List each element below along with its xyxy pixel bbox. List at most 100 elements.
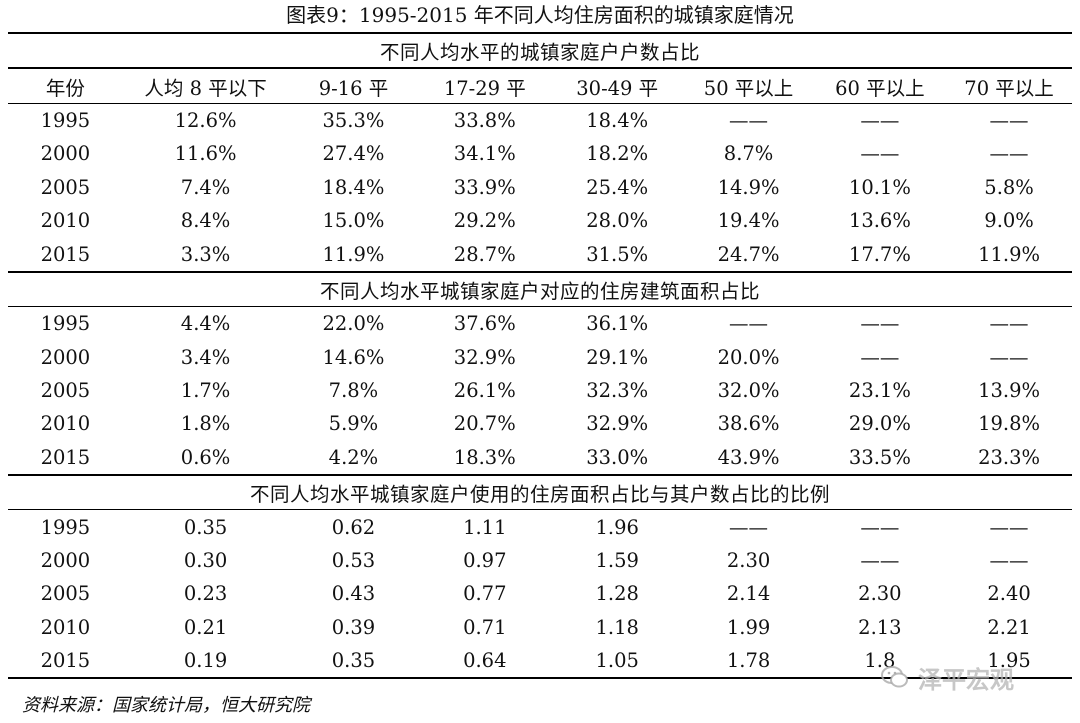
year-cell: 2000 <box>40 142 91 166</box>
value-cell: —— <box>729 515 769 539</box>
column-header: 50 平以上 <box>683 67 814 104</box>
value-cell: —— <box>989 142 1029 166</box>
column-header: 30-49 平 <box>551 67 684 104</box>
table-row: 2000 11.6% 27.4% 34.1% 18.2% 8.7% —— —— <box>8 137 1072 170</box>
value-cell: 38.6% <box>717 412 780 436</box>
section-heading-row: 不同人均水平的城镇家庭户户数占比 <box>8 31 1072 69</box>
value-cell: —— <box>989 345 1029 369</box>
value-cell: 1.8% <box>180 412 231 436</box>
value-cell: —— <box>989 312 1029 336</box>
year-cell: 1995 <box>40 312 91 336</box>
value-cell: 11.9% <box>322 242 385 266</box>
value-cell: 1.18 <box>595 615 639 639</box>
value-cell: 0.35 <box>288 644 419 680</box>
value-cell: 29.1% <box>586 345 649 369</box>
value-cell: 1.78 <box>683 644 814 680</box>
table-row: 2010 0.21 0.39 0.71 1.18 1.99 2.13 2.21 <box>8 611 1072 644</box>
value-cell: 0.6% <box>180 445 231 469</box>
column-header: 70 平以上 <box>946 67 1072 104</box>
value-cell: 8.7% <box>723 142 774 166</box>
value-cell: 8.4% <box>180 209 231 233</box>
year-cell: 1995 <box>40 108 91 132</box>
watermark-text: 泽平宏观 <box>918 665 1014 694</box>
table-row: 2005 1.7% 7.8% 26.1% 32.3% 32.0% 23.1% 13.9% <box>8 374 1072 407</box>
value-cell: 1.7% <box>180 379 231 403</box>
value-cell: 0.43 <box>331 582 376 606</box>
year-cell: 2015 <box>40 445 91 469</box>
table-row: 2015 0.6% 4.2% 18.3% 33.0% 43.9% 33.5% 23.3% <box>8 441 1072 475</box>
table-row: 2015 3.3% 11.9% 28.7% 31.5% 24.7% 17.7% 11.9% <box>8 237 1072 271</box>
value-cell: 0.39 <box>331 615 376 639</box>
value-cell: 33.0% <box>586 445 649 469</box>
value-cell: 1.05 <box>551 644 684 680</box>
value-cell: —— <box>729 108 769 132</box>
value-cell: 2.40 <box>987 582 1031 606</box>
value-cell: —— <box>989 108 1029 132</box>
value-cell: 24.7% <box>717 242 780 266</box>
value-cell: 1.96 <box>595 515 639 539</box>
value-cell: 7.8% <box>328 379 379 403</box>
value-cell: 37.6% <box>453 312 516 336</box>
value-cell: —— <box>860 142 900 166</box>
year-cell: 2005 <box>40 582 91 606</box>
value-cell: —— <box>989 549 1029 573</box>
value-cell: 2.14 <box>726 582 771 606</box>
value-cell: 29.2% <box>453 209 516 233</box>
column-header: 17-29 平 <box>418 67 551 104</box>
value-cell: 0.23 <box>183 582 228 606</box>
table-row: 1995 0.35 0.62 1.11 1.96 —— —— —— <box>8 510 1072 544</box>
value-cell: 0.77 <box>463 582 507 606</box>
value-cell: 19.8% <box>978 412 1041 436</box>
value-cell: 3.3% <box>180 242 231 266</box>
year-cell: 2000 <box>40 549 91 573</box>
value-cell: 18.2% <box>586 142 649 166</box>
year-cell: 2005 <box>40 379 91 403</box>
source-note: 资料来源：国家统计局，恒大研究院 <box>22 695 310 716</box>
value-cell: —— <box>989 515 1029 539</box>
value-cell: 23.3% <box>978 445 1041 469</box>
column-header: 9-16 平 <box>288 67 419 104</box>
value-cell: 12.6% <box>174 108 237 132</box>
year-cell: 2015 <box>40 242 91 266</box>
year-cell: 2010 <box>40 412 91 436</box>
value-cell: —— <box>860 515 900 539</box>
value-cell: —— <box>860 108 900 132</box>
value-cell: 35.3% <box>322 108 385 132</box>
value-cell: 23.1% <box>848 379 911 403</box>
value-cell: 17.7% <box>848 242 911 266</box>
value-cell: 27.4% <box>322 142 385 166</box>
section-heading: 不同人均水平的城镇家庭户户数占比 <box>8 31 1072 69</box>
section-heading: 不同人均水平城镇家庭户对应的住房建筑面积占比 <box>8 270 1072 308</box>
column-header-row: 年份 人均 8 平以下 9-16 平 17-29 平 30-49 平 50 平以上 60 平… <box>8 67 1072 104</box>
year-cell: 2005 <box>40 175 91 199</box>
table-row: 2015 0.19 0.35 0.64 1.05 1.78 1.8 1.95 <box>8 644 1072 680</box>
year-cell: 2010 <box>40 209 91 233</box>
value-cell: 32.9% <box>453 345 516 369</box>
value-cell: 2.21 <box>987 615 1031 639</box>
value-cell: 15.0% <box>322 209 385 233</box>
value-cell: —— <box>729 312 769 336</box>
value-cell: 0.64 <box>418 644 551 680</box>
table-row: 2000 3.4% 14.6% 32.9% 29.1% 20.0% —— —— <box>8 341 1072 374</box>
value-cell: 10.1% <box>848 175 911 199</box>
column-header: 年份 <box>8 67 123 104</box>
value-cell: —— <box>860 549 900 573</box>
value-cell: 1.28 <box>595 582 639 606</box>
value-cell: 11.9% <box>978 242 1041 266</box>
value-cell: 7.4% <box>180 175 231 199</box>
value-cell: 34.1% <box>453 142 516 166</box>
value-cell: 26.1% <box>453 379 516 403</box>
wechat-icon <box>881 666 908 688</box>
value-cell: 0.62 <box>331 515 376 539</box>
value-cell: 36.1% <box>586 312 649 336</box>
value-cell: 18.3% <box>453 445 516 469</box>
value-cell: 4.4% <box>180 312 231 336</box>
value-cell: 22.0% <box>322 312 385 336</box>
table-row: 1995 12.6% 35.3% 33.8% 18.4% —— —— —— <box>8 103 1072 137</box>
value-cell: 1.8 <box>813 644 947 680</box>
table-row: 2010 8.4% 15.0% 29.2% 28.0% 19.4% 13.6% 9.0% <box>8 204 1072 237</box>
value-cell: 25.4% <box>586 175 649 199</box>
value-cell: 18.4% <box>586 108 649 132</box>
table-row: 2010 1.8% 5.9% 20.7% 32.9% 38.6% 29.0% 19.8% <box>8 407 1072 440</box>
